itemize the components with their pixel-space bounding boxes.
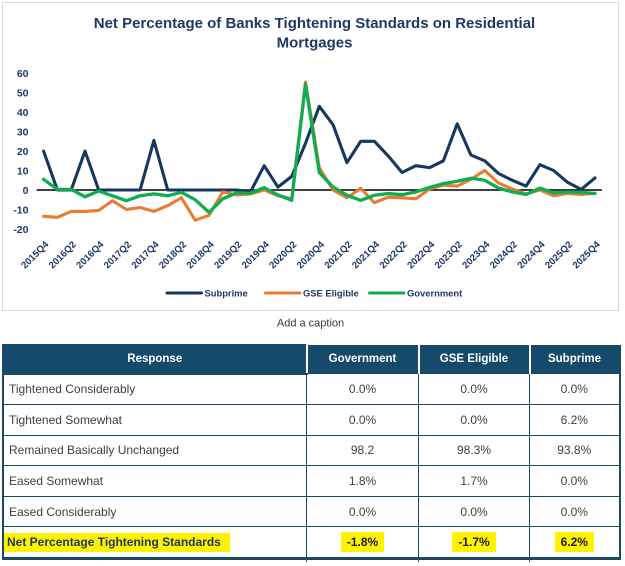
svg-text:Mortgages: Mortgages	[277, 35, 353, 52]
svg-text:GSE Eligible: GSE Eligible	[303, 288, 359, 299]
svg-text:-10: -10	[13, 204, 28, 216]
svg-text:20: 20	[17, 146, 29, 158]
svg-text:Net Percentage of Banks Tighte: Net Percentage of Banks Tightening Stand…	[94, 15, 535, 32]
svg-text:Add a caption: Add a caption	[277, 318, 344, 330]
svg-text:Subprime: Subprime	[205, 288, 248, 299]
svg-text:10: 10	[17, 165, 29, 177]
svg-text:30: 30	[17, 126, 29, 138]
svg-text:Government: Government	[407, 288, 462, 299]
svg-text:40: 40	[17, 107, 29, 119]
svg-text:50: 50	[17, 88, 29, 100]
svg-text:-20: -20	[13, 224, 28, 236]
svg-text:0: 0	[23, 185, 29, 197]
svg-text:60: 60	[17, 68, 29, 80]
